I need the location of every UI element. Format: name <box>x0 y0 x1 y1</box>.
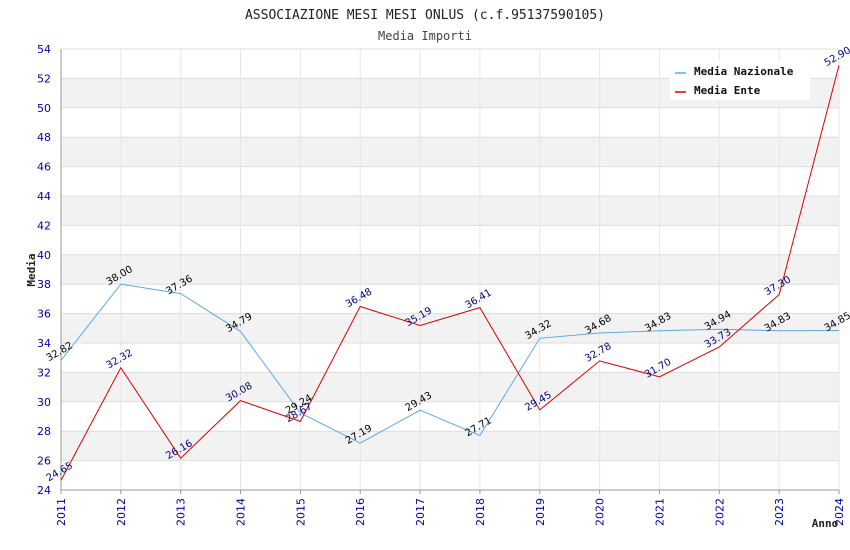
y-tick-label: 50 <box>37 102 51 115</box>
x-tick-label: 2016 <box>354 498 367 526</box>
chart-subtitle: Media Importi <box>378 29 472 43</box>
series-line-media-nazionale <box>60 283 840 444</box>
data-label-media-ente: 36.48 <box>344 286 374 310</box>
grid-band <box>61 196 839 226</box>
x-tick-label: 2022 <box>713 498 726 526</box>
x-tick-label: 2012 <box>115 498 128 526</box>
y-axis-label: Media <box>25 253 38 286</box>
grid-band <box>61 431 839 461</box>
y-axis-ticks: 24 26 28 30 32 34 36 38 40 42 44 46 48 50 52 54 <box>37 43 51 497</box>
x-tick-label: 2021 <box>653 498 666 526</box>
y-tick-label: 36 <box>37 308 51 321</box>
grid-band <box>61 137 839 167</box>
x-tick-label: 2023 <box>773 498 786 526</box>
x-axis-ticks: 2011 2012 2013 2014 2015 2016 2017 2018 2019 2020… <box>55 498 846 526</box>
y-tick-label: 44 <box>37 190 51 203</box>
y-tick-label: 52 <box>37 72 51 85</box>
x-tick-label: 2011 <box>55 498 68 526</box>
grid-band <box>61 372 839 402</box>
y-tick-label: 34 <box>37 337 51 350</box>
legend: Media Nazionale Media Ente <box>670 60 810 100</box>
y-tick-label: 38 <box>37 278 51 291</box>
x-tick-label: 2014 <box>235 498 248 526</box>
x-tick-label: 2015 <box>294 498 307 526</box>
y-tick-label: 32 <box>37 366 51 379</box>
y-tick-label: 24 <box>37 484 51 497</box>
y-tick-label: 42 <box>37 219 51 232</box>
series-line-media-ente <box>60 65 840 481</box>
y-tick-label: 30 <box>37 396 51 409</box>
legend-label-media-ente: Media Ente <box>694 84 761 97</box>
grid-band <box>61 254 839 285</box>
y-tick-label: 40 <box>37 249 51 262</box>
chart-title: ASSOCIAZIONE MESI MESI ONLUS (c.f.951375… <box>245 8 605 23</box>
y-tick-label: 28 <box>37 425 51 438</box>
legend-label-media-nazionale: Media Nazionale <box>694 65 794 78</box>
x-tick-label: 2024 <box>833 498 846 526</box>
axes <box>60 49 840 494</box>
x-tick-label: 2019 <box>534 498 547 526</box>
grid-bands <box>61 78 839 461</box>
series-lines <box>60 65 840 481</box>
legend-box <box>670 60 810 100</box>
x-tick-label: 2020 <box>594 498 607 526</box>
x-axis-label: Anno <box>812 517 839 530</box>
x-tick-label: 2018 <box>474 498 487 526</box>
data-label-media-ente: 32.78 <box>583 341 613 365</box>
x-tick-label: 2013 <box>175 498 188 526</box>
y-tick-label: 54 <box>37 43 51 56</box>
y-tick-label: 46 <box>37 161 51 174</box>
y-tick-label: 26 <box>37 455 51 468</box>
data-label-media-ente: 32.32 <box>104 348 134 372</box>
x-tick-label: 2017 <box>414 498 427 526</box>
y-tick-label: 48 <box>37 131 51 144</box>
grid-band <box>61 313 839 343</box>
